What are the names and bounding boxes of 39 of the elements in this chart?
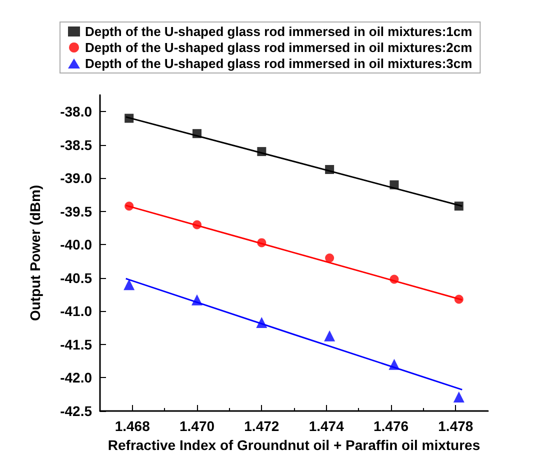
y-tick-label: -42.0 (60, 370, 92, 386)
y-tick-label: -38.5 (60, 136, 92, 153)
point (192, 129, 202, 138)
y-axis-title: Output Power (dBm) (27, 184, 43, 322)
point (256, 317, 268, 328)
point (124, 202, 134, 211)
y-tick-label: -41.5 (60, 336, 92, 352)
point (453, 392, 464, 403)
point (257, 238, 266, 248)
x-tick-label: 1.474 (308, 418, 344, 434)
x-tick-label: 1.472 (244, 418, 280, 434)
y-tick-label: -40.0 (60, 236, 92, 253)
x-tick-label: 1.470 (179, 418, 215, 434)
point (124, 279, 135, 290)
point (192, 294, 202, 306)
point (324, 330, 336, 342)
x-axis-title: Refractive Index of Groundnut oil + Paraffin oil mixtures (108, 436, 480, 453)
x-tick-label: 1.476 (373, 418, 409, 434)
x-tick-label: 1.478 (438, 418, 474, 434)
point (454, 202, 464, 211)
point (192, 220, 202, 230)
point (454, 294, 464, 304)
y-tick-label: -39.0 (60, 170, 92, 186)
point (390, 180, 399, 190)
y-tick-label: -41.0 (60, 303, 92, 320)
point (325, 253, 334, 262)
y-tick-label: -38.0 (60, 104, 92, 120)
point (325, 165, 334, 174)
legend-label: Depth of the U-shaped glass rod immersed in oil mixtures:2cm (85, 40, 472, 55)
y-tick-label: -39.5 (60, 203, 92, 220)
point (390, 274, 399, 284)
legend-label: Depth of the U-shaped glass rod immersed in oil mixtures:3cm (85, 56, 472, 71)
point (124, 114, 134, 123)
x-tick-label: 1.468 (114, 418, 150, 434)
y-tick-label: -42.5 (60, 403, 92, 419)
point (388, 358, 400, 370)
point (257, 147, 266, 156)
legend-label: Depth of the U-shaped glass rod immersed in oil mixtures:1cm (85, 24, 472, 39)
y-tick-label: -40.5 (60, 270, 92, 286)
